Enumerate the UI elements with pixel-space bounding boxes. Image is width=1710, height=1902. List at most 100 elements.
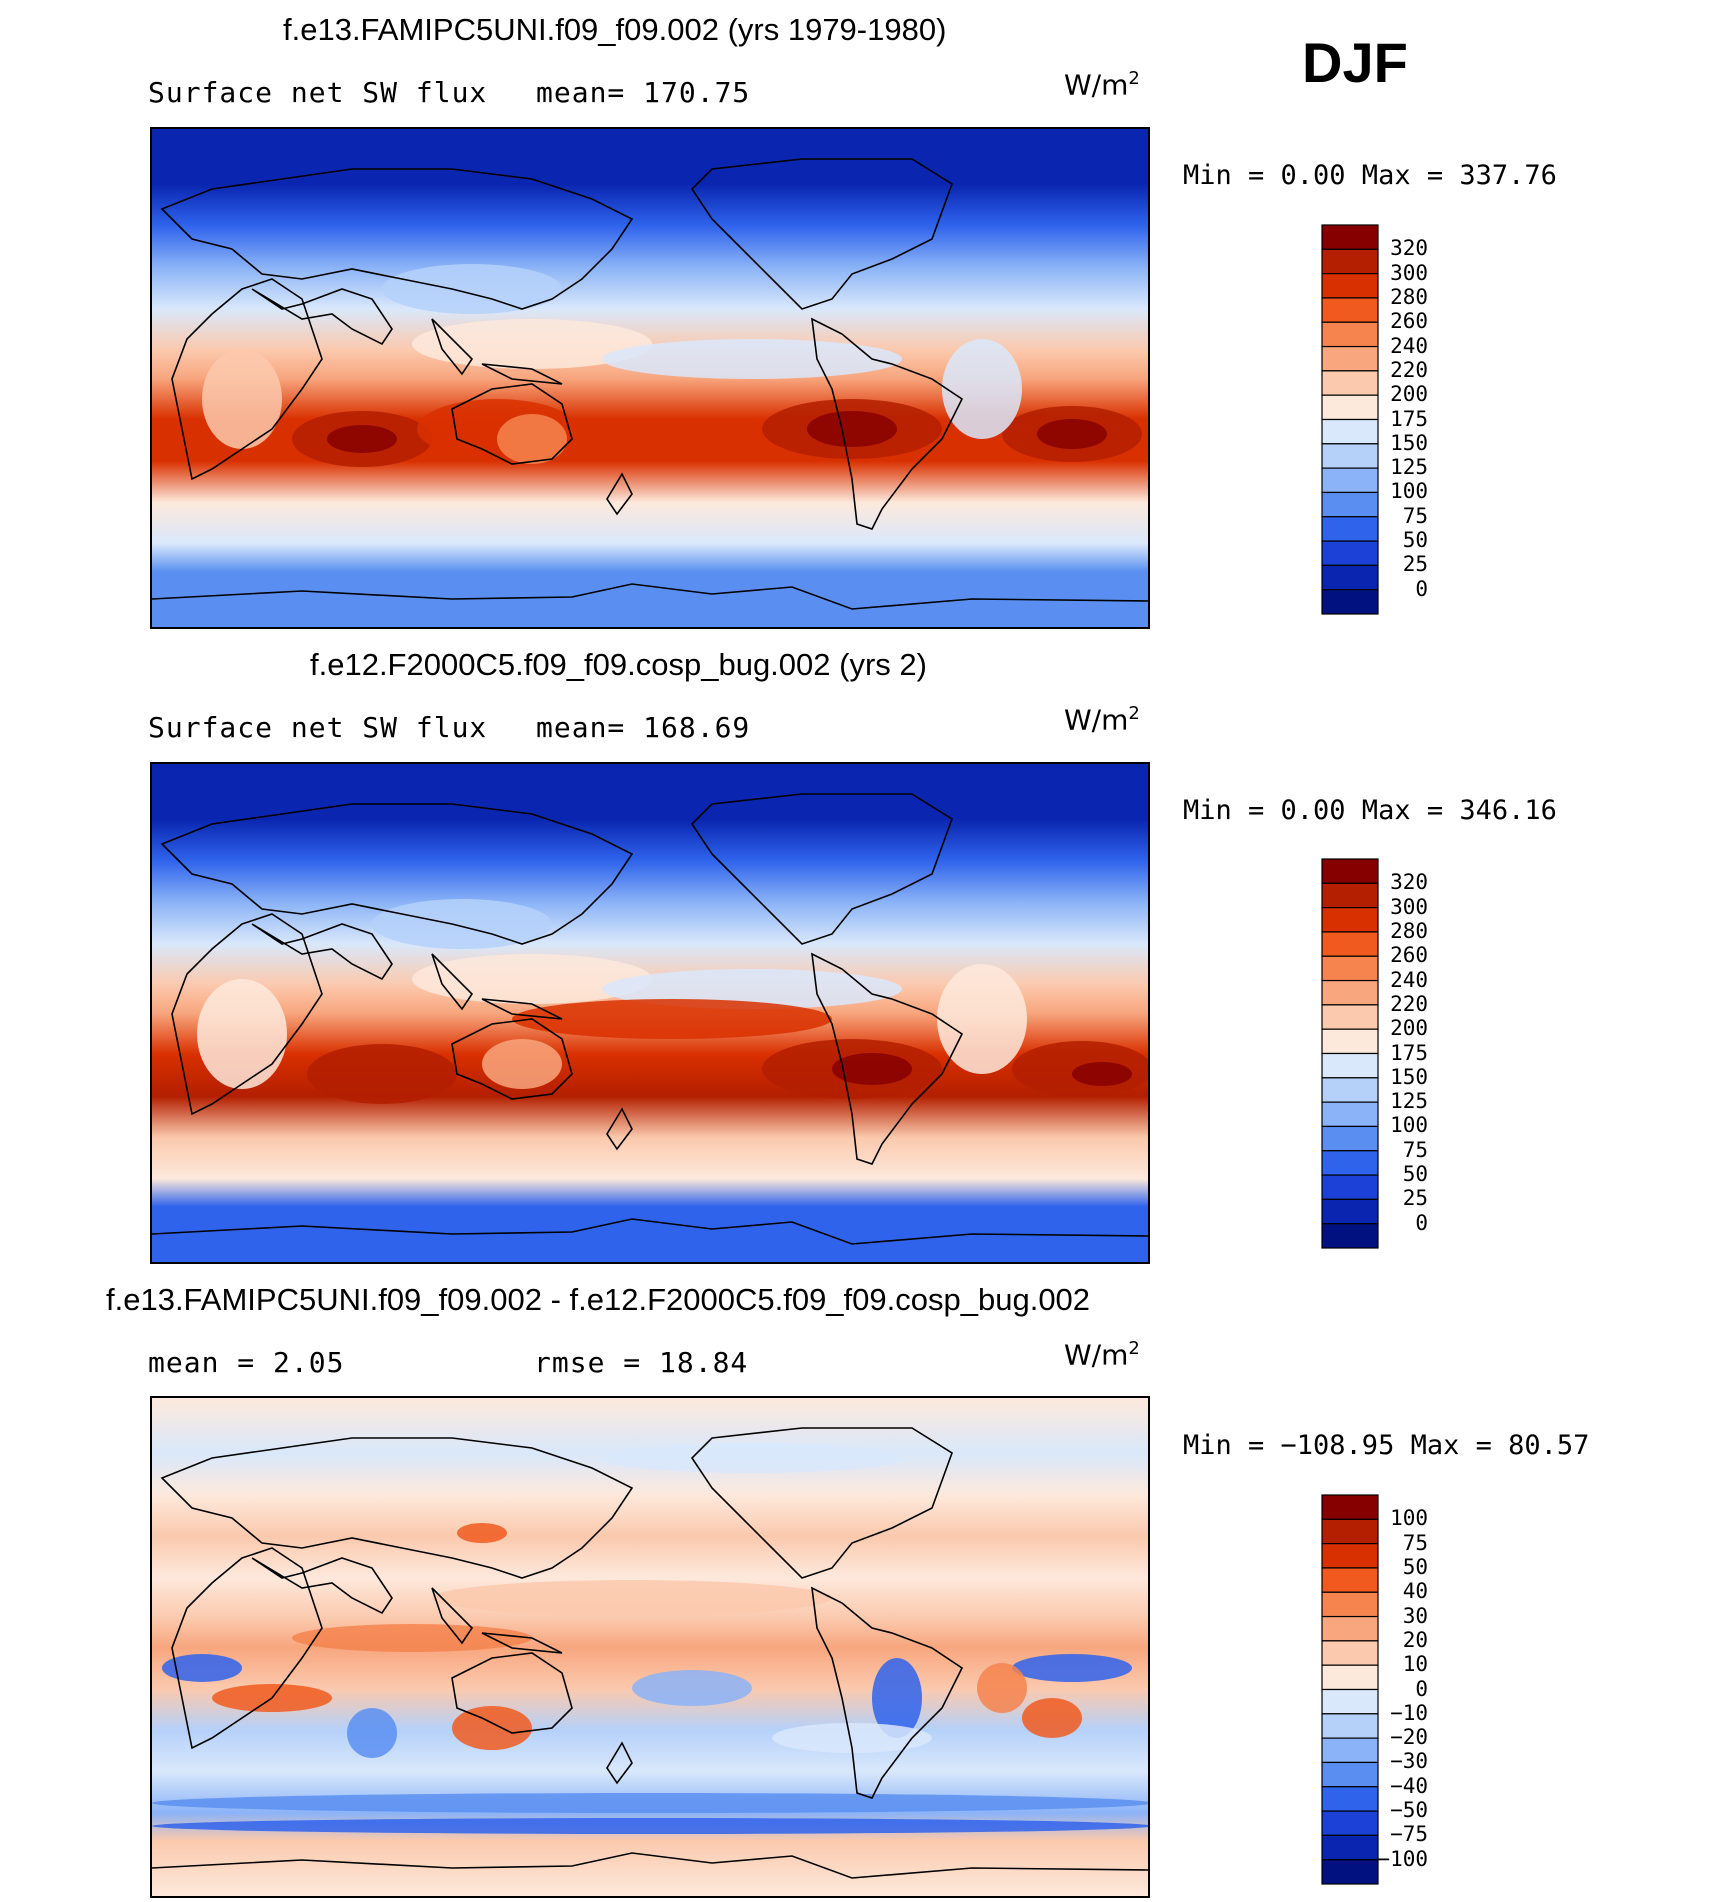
colorbar-tick-label: 260 [1390, 309, 1428, 334]
colorbar-tick-label: 240 [1390, 967, 1428, 992]
field-anomaly [1022, 1698, 1082, 1738]
season-label: DJF [1302, 31, 1408, 94]
colorbar-tick-label: 280 [1390, 284, 1428, 309]
colorbar-tick-label: −10 [1390, 1700, 1428, 1725]
panel1-title: f.e13.FAMIPC5UNI.f09_f09.002 (yrs 1979-1… [283, 12, 947, 47]
panel1-coastlines [152, 158, 1148, 610]
colorbar-tick-label: 50 [1402, 528, 1428, 553]
colorbar-tick-label: 200 [1390, 1016, 1428, 1041]
field-anomaly [937, 964, 1027, 1074]
colorbar-tick-label: 40 [1402, 1579, 1428, 1604]
field-anomaly [327, 425, 397, 453]
colorbar-tick-label: −30 [1390, 1749, 1428, 1774]
field-anomaly [197, 979, 287, 1089]
colorbar-tick-label: 320 [1390, 236, 1428, 261]
panel2-units: W/m2 [1064, 703, 1140, 737]
panel1-map [150, 127, 1150, 629]
colorbar-tick-label: −50 [1390, 1798, 1428, 1823]
panel2-variable: Surface net SW flux [148, 711, 488, 744]
colorbar-tick-label: 240 [1390, 333, 1428, 358]
colorbar-swatch [1321, 540, 1379, 566]
field-anomaly [152, 1793, 1148, 1813]
colorbar-tick-label: 125 [1390, 1089, 1428, 1114]
panel1-units: W/m2 [1064, 68, 1140, 102]
coastline [451, 1018, 573, 1100]
field-anomaly [497, 414, 567, 464]
colorbar-swatch [1321, 345, 1379, 372]
colorbar-swatch [1321, 564, 1379, 591]
colorbar-swatch [1321, 1198, 1379, 1225]
colorbar-tick-label: 100 [1390, 1506, 1428, 1531]
coastline [690, 1427, 953, 1579]
field-anomaly [772, 1723, 932, 1753]
coastline [606, 1741, 633, 1785]
field-anomaly [412, 954, 652, 1004]
field-anomaly [602, 969, 902, 1009]
colorbar-tick-label: 280 [1390, 918, 1428, 943]
colorbar-swatch [1321, 1125, 1379, 1152]
coastline [451, 383, 573, 465]
colorbar-tick-label: −20 [1390, 1725, 1428, 1750]
panel3-field [152, 1398, 1148, 1896]
coastline [451, 1652, 573, 1734]
colorbar-swatch [1321, 1713, 1379, 1739]
field-anomaly [632, 1670, 752, 1706]
colorbar-swatch [1321, 931, 1379, 957]
field-anomaly [1072, 1062, 1132, 1086]
colorbar-tick-label: 50 [1402, 1554, 1428, 1579]
panel3-minmax: Min = −108.95 Max = 80.57 [1183, 1430, 1590, 1461]
coastline [160, 803, 634, 945]
colorbar-tick-label: 200 [1390, 382, 1428, 407]
colorbar-swatch [1321, 1615, 1379, 1642]
colorbar-swatch [1321, 1567, 1379, 1593]
colorbar-tick-label: 320 [1390, 870, 1428, 895]
field-anomaly [942, 339, 1022, 439]
colorbar-tick-label: −40 [1390, 1773, 1428, 1798]
coastline [160, 1437, 634, 1579]
coastline [606, 1107, 633, 1151]
colorbar-tick-label: 30 [1402, 1603, 1428, 1628]
field-anomaly [292, 1624, 532, 1652]
colorbar-swatch [1321, 1810, 1379, 1836]
field-anomaly [162, 1654, 242, 1682]
coastline [606, 472, 633, 516]
panel3-colorbar [1320, 1493, 1380, 1886]
colorbar-swatch [1321, 467, 1379, 494]
coastline [811, 952, 964, 1165]
colorbar-tick-label: 25 [1402, 1186, 1428, 1211]
colorbar-swatch [1321, 418, 1379, 445]
panel2-mean: mean= 168.69 [536, 711, 751, 744]
colorbar-swatch [1321, 1786, 1379, 1812]
panel3-coastlines [152, 1427, 1148, 1879]
panel3-map [150, 1396, 1150, 1898]
colorbar-swatch [1321, 491, 1379, 518]
colorbar-tick-label: 75 [1402, 1137, 1428, 1162]
colorbar-swatch [1321, 1223, 1379, 1249]
coastline [431, 953, 563, 1020]
colorbar-tick-label: 150 [1390, 430, 1428, 455]
colorbar-swatch [1321, 248, 1379, 275]
field-anomaly [457, 1523, 507, 1543]
coastline [811, 1586, 964, 1799]
colorbar-swatch [1321, 1028, 1379, 1055]
field-anomaly [432, 1580, 832, 1616]
coastline [251, 288, 393, 346]
colorbar-tick-label: 10 [1402, 1652, 1428, 1677]
field-anomaly [307, 1044, 457, 1104]
panel2-title: f.e12.F2000C5.f09_f09.cosp_bug.002 (yrs … [310, 647, 927, 682]
colorbar-swatch [1321, 1591, 1379, 1618]
colorbar-swatch [1321, 1737, 1379, 1764]
colorbar-tick-label: 125 [1390, 455, 1428, 480]
colorbar-swatch [1321, 1761, 1379, 1788]
colorbar-tick-label: 220 [1390, 991, 1428, 1016]
panel1-colorbar [1320, 223, 1380, 616]
coastline [690, 793, 953, 945]
colorbar-swatch [1321, 1052, 1379, 1079]
field-anomaly [872, 1658, 922, 1738]
panel1-mean: mean= 170.75 [536, 76, 751, 109]
field-anomaly [512, 999, 832, 1039]
coastline [431, 318, 563, 385]
colorbar-swatch [1321, 1859, 1379, 1885]
field-anomaly [482, 1039, 562, 1089]
field-anomaly [602, 339, 902, 379]
